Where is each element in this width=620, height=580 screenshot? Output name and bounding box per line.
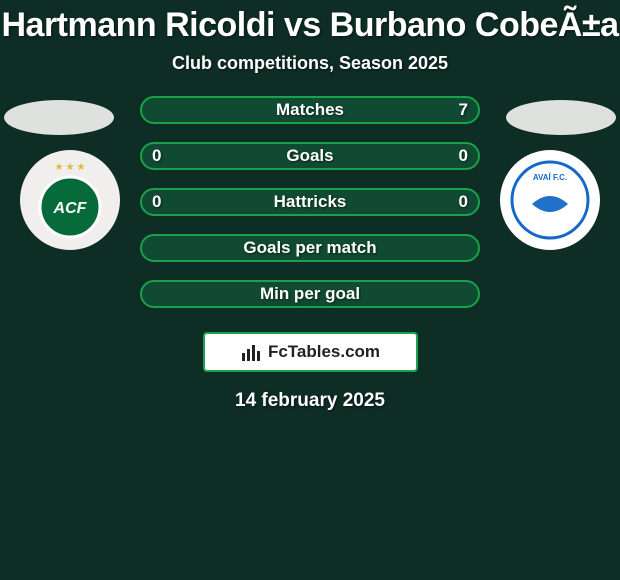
- crest-stars: ★ ★ ★: [55, 162, 86, 173]
- watermark-bars-icon: [240, 341, 262, 363]
- stat-value-right: 7: [459, 100, 468, 120]
- stat-label: Matches: [276, 100, 344, 120]
- stat-label: Min per goal: [260, 284, 360, 304]
- headline: Hartmann Ricoldi vs Burbano CobeÃ±a: [1, 6, 618, 45]
- stat-value-right: 0: [459, 146, 468, 166]
- subtitle: Club competitions, Season 2025: [172, 53, 448, 74]
- player-right-placeholder: [506, 100, 616, 135]
- stat-row: 0 Goals 0: [140, 142, 480, 170]
- stat-label: Hattricks: [274, 192, 347, 212]
- stat-row: Min per goal: [140, 280, 480, 308]
- club-crest-right: AVAÍ F.C.: [500, 150, 600, 250]
- stat-label: Goals: [286, 146, 333, 166]
- crest-right-text: AVAÍ F.C.: [533, 173, 567, 182]
- crest-left-svg: ACF: [38, 175, 102, 239]
- crest-left-text: ACF: [53, 200, 88, 217]
- star-icon: ★: [66, 162, 75, 173]
- stat-label: Goals per match: [243, 238, 376, 258]
- star-icon: ★: [76, 162, 85, 173]
- comparison-card: Hartmann Ricoldi vs Burbano CobeÃ±a Club…: [0, 0, 620, 580]
- watermark: FcTables.com: [203, 332, 418, 372]
- player-left-placeholder: [4, 100, 114, 135]
- stat-value-left: 0: [152, 146, 161, 166]
- comparison-stack: ★ ★ ★ ACF AVAÍ F.C. Matches 7: [0, 96, 620, 326]
- stat-value-right: 0: [459, 192, 468, 212]
- star-icon: ★: [55, 162, 64, 173]
- stat-row: 0 Hattricks 0: [140, 188, 480, 216]
- stat-row: Matches 7: [140, 96, 480, 124]
- crest-right-svg: AVAÍ F.C.: [510, 160, 590, 240]
- club-crest-left: ★ ★ ★ ACF: [20, 150, 120, 250]
- watermark-text: FcTables.com: [268, 342, 380, 362]
- stat-row: Goals per match: [140, 234, 480, 262]
- date: 14 february 2025: [235, 390, 385, 412]
- stat-value-left: 0: [152, 192, 161, 212]
